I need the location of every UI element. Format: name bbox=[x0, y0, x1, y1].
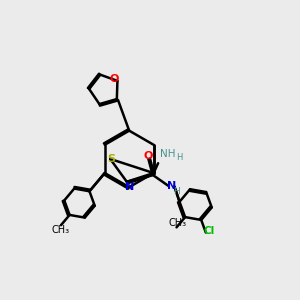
Text: H: H bbox=[176, 153, 183, 162]
Text: Cl: Cl bbox=[204, 226, 215, 236]
Text: S: S bbox=[107, 154, 115, 164]
Text: CH₃: CH₃ bbox=[169, 218, 187, 228]
Text: H: H bbox=[173, 187, 180, 196]
Text: O: O bbox=[144, 151, 153, 161]
Text: N: N bbox=[124, 182, 134, 192]
Text: N: N bbox=[167, 181, 176, 191]
Text: CH₃: CH₃ bbox=[52, 225, 70, 235]
Text: NH: NH bbox=[160, 149, 176, 159]
Text: O: O bbox=[110, 74, 119, 84]
